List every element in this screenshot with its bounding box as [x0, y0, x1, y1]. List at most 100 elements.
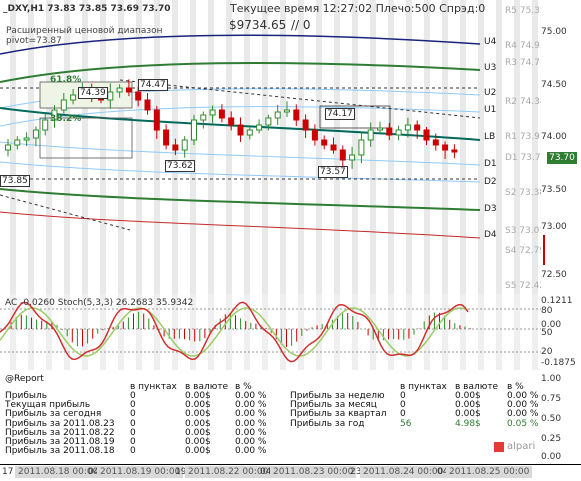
level-lb: LB [484, 132, 496, 142]
session-stripe [424, 0, 430, 294]
report-left-percent: 0.00 % [235, 446, 267, 457]
candle-body [209, 109, 216, 116]
level-u4: U4 [484, 37, 497, 47]
candle-body [135, 91, 142, 101]
level-u3: U3 [484, 63, 497, 73]
session-stripe [280, 294, 286, 370]
rep-scale: 1.00 [541, 374, 562, 384]
session-stripe [154, 294, 160, 370]
candle-body [181, 139, 188, 151]
candle-body [377, 127, 383, 131]
ind-scale: 0.00 [541, 320, 562, 330]
report-left-percent: 0.00 % [235, 427, 267, 438]
balance-value: $9734.65 [229, 18, 287, 32]
report-left-label: Прибыль за 2011.08.18 [5, 446, 115, 457]
report-right-label: Прибыль за неделю [290, 391, 385, 401]
level-r3: R3 74.71 [505, 58, 541, 68]
level-d1: D1 [484, 159, 497, 169]
alpari-logo-text: alpari [507, 441, 536, 452]
level-d2: D2 [484, 177, 497, 187]
session-stripe [370, 0, 376, 294]
ind-scale: 20 [541, 347, 553, 357]
stoch-main-line [0, 301, 469, 363]
session-stripe [460, 294, 466, 370]
level-s2: S2 73.38 [505, 188, 541, 198]
fib-38-label: 38.2% [50, 114, 82, 124]
box-label-73-57: 73.57 [318, 166, 348, 178]
session-stripe [280, 0, 286, 294]
candle-body [153, 109, 160, 131]
box-label-74-17: 74.17 [325, 108, 355, 120]
candle-body [256, 124, 263, 131]
balance-extra: // 0 [291, 18, 311, 32]
report-left-percent: 0.00 % [235, 400, 267, 411]
session-stripe [388, 0, 394, 294]
session-stripe [28, 294, 34, 370]
level-s4: S4 72.79 [505, 246, 541, 256]
candle-body [163, 129, 170, 146]
session-stripe [406, 0, 412, 294]
session-stripe [154, 0, 160, 294]
main-chart-pane[interactable]: _DXY,H1 73.83 73.85 73.69 73.70 Текущее … [0, 0, 541, 295]
session-stripe [136, 294, 142, 370]
report-pane: @Report в пунктах в валюте в % в пунктах… [0, 370, 541, 464]
box-label-73-85: 73.85 [0, 175, 30, 187]
candle-body [442, 144, 449, 151]
session-stripe [190, 294, 196, 370]
price-marker [543, 235, 545, 265]
session-stripe [208, 0, 214, 294]
box-label-74-39: 74.39 [78, 87, 108, 99]
session-stripe [334, 0, 340, 294]
report-left-points: 0 [130, 427, 136, 438]
candle-body [432, 139, 439, 146]
box-label-74-47: 74.47 [138, 79, 168, 91]
level-d4: D4 [484, 230, 497, 240]
candle-body [32, 129, 39, 139]
report-header-percent-right: в % [507, 382, 524, 392]
report-left-currency: 0.00$ [185, 427, 211, 438]
u4-curve [0, 34, 481, 55]
fib-61-label: 61.8% [50, 75, 82, 85]
session-stripe [28, 0, 34, 294]
current-price-badge: 73.70 [547, 152, 577, 164]
report-left-points: 0 [130, 418, 136, 429]
report-left-percent: 0.00 % [235, 409, 267, 420]
candle-body [423, 129, 430, 141]
server-time: Текущее время 12:27:02 Плечо:500 Спрэд:0 [230, 2, 486, 15]
report-right-percent: 0.05 % [507, 418, 539, 429]
indicator-title: AC -0.0260 Stoch(5,3,3) 26.2683 35.9342 [5, 298, 194, 308]
time-tick: 2011.08.25 00:00 [446, 466, 533, 478]
price-tick: 74.00 [541, 132, 567, 142]
session-stripe [496, 0, 502, 294]
report-left-percent: 0.00 % [235, 391, 267, 401]
candle-body [339, 149, 346, 161]
time-tick: 17 [2, 467, 14, 477]
d2-curve [0, 161, 481, 183]
session-stripe [46, 0, 52, 294]
time-tick: 04 [437, 467, 449, 477]
price-tick: 73.50 [541, 185, 567, 195]
candle-body [349, 154, 356, 161]
main-chart[interactable] [0, 0, 541, 294]
session-stripe [100, 294, 106, 370]
ind-scale: 80 [541, 306, 553, 316]
report-right-percent: 0.00 % [507, 391, 539, 401]
session-stripe [334, 294, 340, 370]
session-stripe [10, 294, 16, 370]
level-r2: R2 74.34 [505, 97, 541, 107]
report-left-points: 0 [130, 446, 136, 457]
rep-scale: 0.00 [541, 452, 562, 462]
session-stripe [226, 0, 232, 294]
session-stripe [244, 294, 250, 370]
rep-scale: 0.25 [541, 434, 562, 444]
indicator-chart[interactable] [0, 294, 541, 370]
report-right-label: Прибыль за месяц [290, 400, 377, 411]
session-stripe [298, 0, 304, 294]
indicator-pane[interactable]: AC -0.0260 Stoch(5,3,3) 26.2683 35.9342 [0, 294, 541, 371]
candle-body [321, 139, 328, 146]
report-left-currency: 0.00$ [185, 418, 211, 429]
session-stripe [298, 294, 304, 370]
report-left-currency: 0.00$ [185, 400, 211, 411]
session-stripe [514, 294, 520, 370]
